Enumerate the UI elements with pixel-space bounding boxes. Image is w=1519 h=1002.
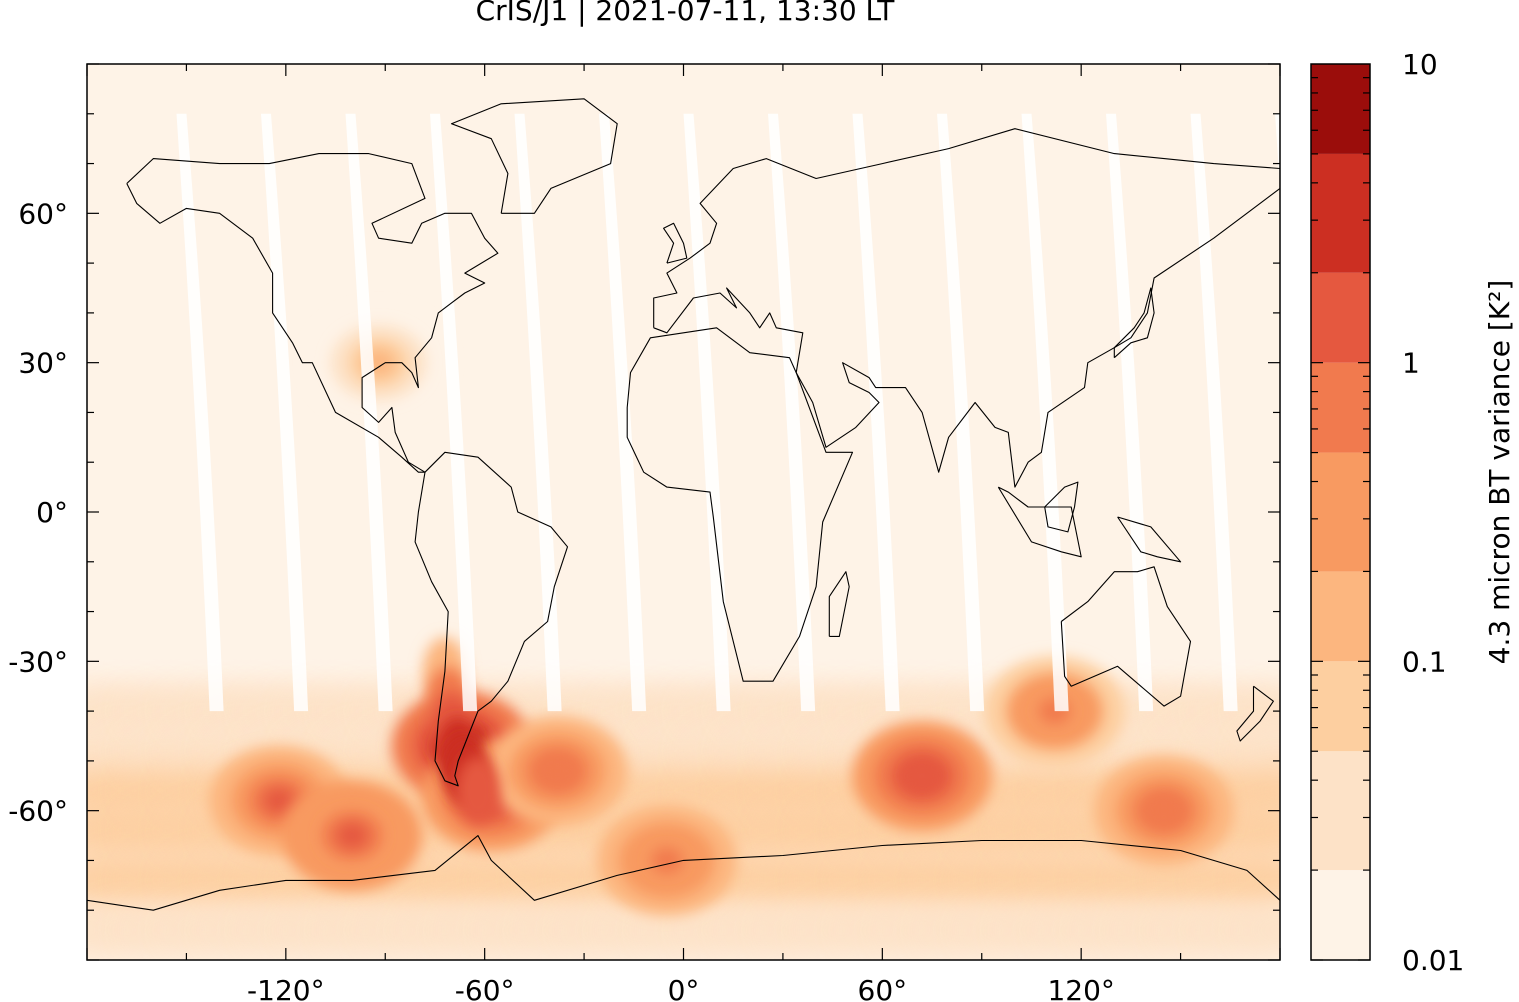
- coastline-indonesia: [997, 486, 1082, 558]
- field-cell: [1238, 764, 1280, 817]
- colorbar-segment: [1311, 272, 1370, 363]
- colorbar-tick-label: 1: [1402, 347, 1420, 380]
- coastline-australia: [1060, 566, 1192, 707]
- field-cell: [1238, 904, 1280, 957]
- colorbar-tick-label: 0.1: [1402, 645, 1447, 678]
- map-ticks: [86, 63, 1281, 961]
- colorbar: 10 1 0.1 0.01 4.3 micron BT variance [K²]: [1310, 48, 1516, 977]
- colorbar-segment: [1311, 661, 1370, 752]
- hotspot-mark: [456, 756, 501, 825]
- hotspot-mark: [541, 757, 574, 784]
- colorbar-segment: [1311, 452, 1370, 572]
- orbit-gap: [1106, 113, 1154, 712]
- orbit-gap: [1021, 113, 1069, 712]
- colorbar-segment: [1311, 64, 1370, 154]
- colorbar-segment: [1311, 362, 1370, 453]
- coastline-africa: [626, 327, 854, 682]
- orbit-gap: [345, 113, 393, 712]
- chart-title: CrIS/J1 | 2021-07-11, 13:30 LT: [475, 0, 895, 27]
- orbit-gap: [260, 113, 309, 712]
- colorbar-tick-label: 10: [1402, 48, 1438, 81]
- coastline-eurasia: [653, 128, 1280, 488]
- hotspot-mark: [906, 762, 939, 789]
- x-tick-label: -60°: [455, 974, 515, 1002]
- x-tick-label: 60°: [858, 974, 908, 1002]
- colorbar-tick-label: 0.01: [1402, 944, 1464, 977]
- coastline-new-guinea: [1117, 516, 1182, 563]
- field-cell: [1238, 804, 1280, 857]
- y-tick-label: 30°: [18, 347, 68, 380]
- coastlines: [87, 98, 1280, 911]
- coastline-greenland: [450, 98, 618, 214]
- orbit-gaps: [176, 113, 1280, 712]
- orbit-gap: [852, 113, 900, 712]
- colorbar-segment: [1311, 571, 1370, 662]
- orbit-gap: [176, 113, 224, 712]
- coastline-new-zealand: [1236, 685, 1274, 742]
- orbit-gap: [429, 113, 478, 712]
- y-tick-label: -60°: [8, 795, 68, 828]
- orbit-gap: [1275, 113, 1280, 190]
- colorbar-segment: [1311, 153, 1370, 273]
- y-tick-label: 0°: [36, 496, 68, 529]
- orbit-gap: [768, 113, 816, 712]
- orbit-gap: [598, 113, 647, 712]
- colorbar-frame: [1310, 63, 1371, 961]
- field-cell: [1238, 854, 1280, 907]
- colorbar-segment: [1311, 870, 1370, 960]
- x-tick-label: 0°: [668, 974, 700, 1002]
- coastline-south-america: [414, 451, 569, 787]
- colorbar-title: 4.3 micron BT variance [K²]: [1483, 280, 1516, 665]
- orbit-gap: [937, 113, 985, 712]
- orbit-gap: [1190, 113, 1238, 712]
- hotspot-mark: [1148, 797, 1181, 824]
- x-tick-label: 120°: [1047, 974, 1114, 1002]
- coastline-north-america: [126, 153, 499, 473]
- hotspot-mark: [336, 822, 369, 849]
- hotspot-mark: [263, 787, 296, 814]
- orbit-gap: [514, 113, 562, 712]
- y-tick-label: 60°: [18, 197, 68, 230]
- coastline-japan: [1113, 287, 1155, 359]
- coastline-uk: [663, 222, 688, 264]
- coastline-madagascar: [828, 571, 850, 637]
- map-plot-area: [87, 64, 1280, 960]
- variance-field: [87, 307, 1280, 957]
- y-tick-label: -30°: [8, 645, 68, 678]
- colorbar-segment: [1311, 751, 1370, 871]
- field-cell: [1238, 724, 1280, 777]
- coastline-borneo: [1044, 481, 1079, 533]
- coastline-antarctica: [87, 835, 1280, 911]
- y-tick-labels: 60° 30° 0° -30° -60°: [8, 197, 68, 827]
- x-tick-labels: -120° -60° 0° 60° 120°: [247, 974, 1115, 1002]
- x-tick-label: -120°: [247, 974, 325, 1002]
- hotspot-mark: [650, 847, 683, 874]
